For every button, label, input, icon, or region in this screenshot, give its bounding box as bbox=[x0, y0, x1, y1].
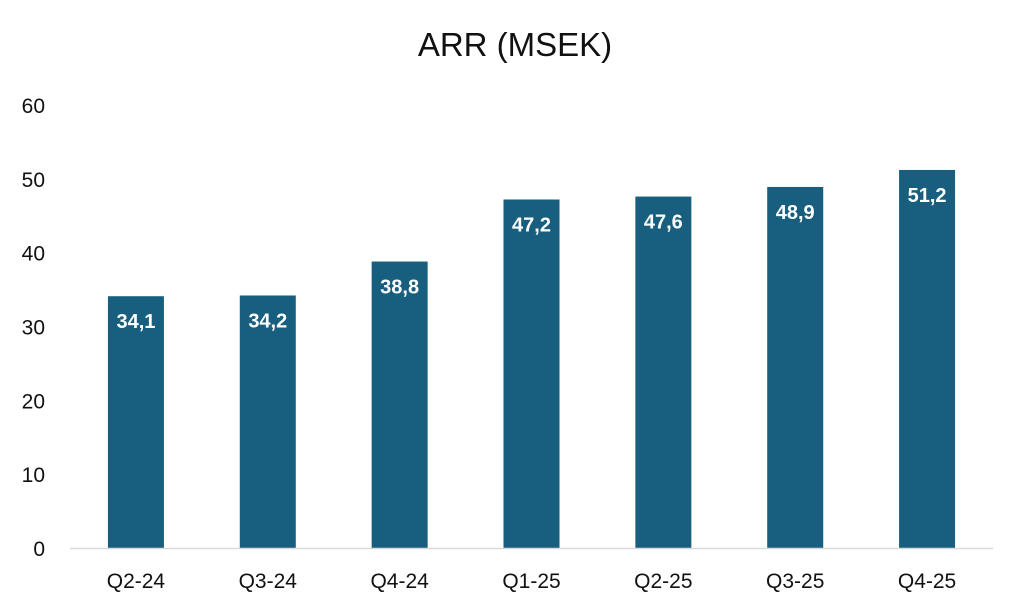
bar-Q1-25 bbox=[503, 199, 560, 549]
y-tick-label-4: 40 bbox=[22, 243, 45, 266]
y-tick-label-0: 0 bbox=[33, 538, 45, 561]
bars-group bbox=[107, 169, 956, 549]
x-axis-labels: Q2-24 Q3-24 Q4-24 Q1-25 Q2-25 Q3-25 Q4-25 bbox=[107, 570, 957, 593]
x-tick-label-Q1-25: Q1-25 bbox=[502, 570, 560, 593]
value-labels-group: 34,1 34,2 38,8 47,2 47,6 48,9 51,2 bbox=[116, 185, 946, 333]
chart-title: ARR (MSEK) bbox=[417, 26, 613, 63]
x-tick-label-Q3-25: Q3-25 bbox=[766, 570, 824, 593]
y-tick-label-2: 20 bbox=[22, 390, 45, 413]
value-label-Q4-24: 38,8 bbox=[380, 277, 419, 299]
value-label-Q2-24: 34,1 bbox=[116, 311, 155, 333]
y-tick-label-1: 10 bbox=[22, 464, 45, 487]
bar-Q3-24 bbox=[239, 295, 296, 548]
bar-Q2-25 bbox=[635, 196, 692, 548]
y-tick-label-3: 30 bbox=[22, 317, 45, 340]
y-axis-ticks: 0 10 20 30 40 50 60 bbox=[22, 95, 45, 561]
x-tick-label-Q2-25: Q2-25 bbox=[634, 570, 692, 593]
bar-Q2-24 bbox=[107, 296, 164, 548]
value-label-Q1-25: 47,2 bbox=[512, 215, 551, 237]
x-tick-label-Q4-24: Q4-24 bbox=[370, 570, 429, 593]
y-tick-label-5: 50 bbox=[22, 169, 45, 192]
x-tick-label-Q3-24: Q3-24 bbox=[239, 570, 298, 593]
value-label-Q2-25: 47,6 bbox=[644, 212, 683, 234]
x-tick-label-Q4-25: Q4-25 bbox=[898, 570, 956, 593]
value-label-Q3-25: 48,9 bbox=[776, 202, 815, 224]
value-label-Q3-24: 34,2 bbox=[248, 310, 287, 332]
bar-Q4-25 bbox=[899, 169, 956, 548]
bar-Q4-24 bbox=[371, 261, 428, 548]
x-tick-label-Q2-24: Q2-24 bbox=[107, 570, 166, 593]
y-tick-label-6: 60 bbox=[22, 95, 45, 118]
value-label-Q4-25: 51,2 bbox=[908, 185, 947, 207]
bar-Q3-25 bbox=[767, 186, 824, 548]
